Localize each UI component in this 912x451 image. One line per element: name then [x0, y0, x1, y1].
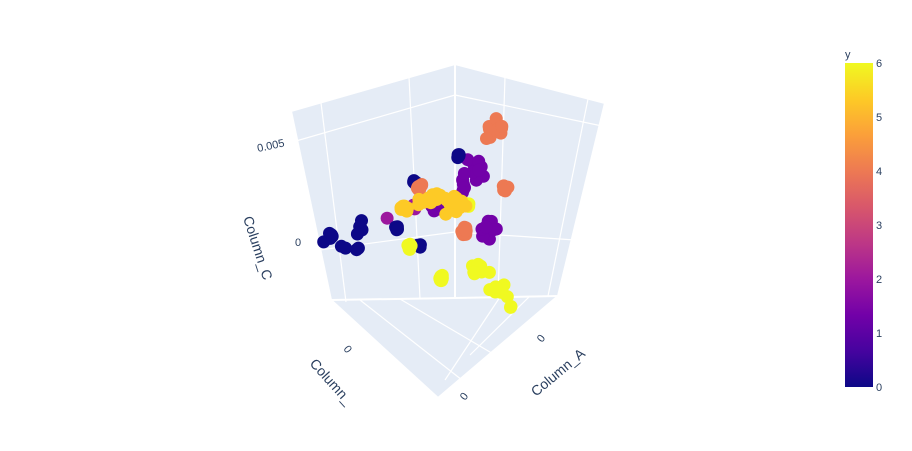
z-tick-0005: 0.005 — [256, 137, 285, 154]
colorbar-tick-1: 1 — [876, 328, 882, 340]
data-point-y0 — [355, 214, 368, 228]
data-point-y1 — [458, 181, 471, 195]
data-point-y4 — [480, 132, 493, 145]
data-point-y5 — [412, 192, 426, 206]
x-axis-title: Column_A — [528, 345, 589, 400]
colorbar-tick-0: 0 — [876, 382, 882, 394]
scene-background — [291, 64, 605, 398]
data-point-y4 — [495, 119, 509, 133]
z-axis-title: Column_C — [240, 214, 276, 282]
data-point-y6 — [435, 272, 449, 285]
colorbar: y 0 1 2 3 4 5 6 — [845, 49, 882, 394]
data-point-y2 — [380, 211, 394, 225]
data-point-y1 — [472, 154, 486, 168]
data-point-y4 — [497, 183, 511, 197]
colorbar-gradient — [845, 63, 873, 387]
y-tick-0: 0 — [341, 343, 354, 355]
colorbar-tick-4: 4 — [876, 166, 882, 178]
floor-pane — [331, 296, 558, 398]
data-points — [317, 112, 518, 314]
data-point-y6 — [403, 237, 417, 251]
colorbar-tick-3: 3 — [876, 220, 882, 232]
data-point-y0 — [391, 222, 404, 236]
colorbar-tick-6: 6 — [876, 58, 882, 70]
colorbar-tick-2: 2 — [876, 274, 882, 286]
colorbar-title: y — [845, 49, 851, 61]
x-tick-0-lower: 0 — [458, 391, 471, 403]
back-wall-left — [291, 64, 455, 300]
data-point-y0 — [452, 148, 466, 162]
colorbar-tick-5: 5 — [876, 112, 882, 124]
data-point-y0 — [350, 243, 364, 257]
data-point-y5 — [398, 199, 411, 213]
data-point-y1 — [457, 167, 471, 180]
scene-gridlines — [295, 76, 603, 381]
data-point-y0 — [339, 241, 352, 255]
colorbar-ticks: 0 1 2 3 4 5 6 — [876, 58, 882, 394]
data-point-y1 — [472, 163, 486, 177]
data-point-y6 — [467, 265, 481, 279]
z-tick-0: 0 — [295, 237, 301, 249]
data-point-y4 — [459, 224, 473, 238]
y-axis-title: Column_ — [307, 355, 357, 408]
scene-edges — [290, 62, 606, 400]
data-point-y5 — [459, 199, 473, 213]
data-point-y0 — [325, 228, 338, 242]
data-point-y6 — [504, 300, 518, 313]
data-point-y0 — [350, 227, 364, 241]
data-point-y5 — [439, 207, 453, 221]
data-point-y1 — [479, 220, 493, 234]
x-tick-0-upper: 0 — [535, 333, 548, 345]
data-point-y6 — [489, 280, 503, 294]
data-point-y4 — [412, 183, 426, 197]
data-point-y5 — [440, 193, 454, 207]
